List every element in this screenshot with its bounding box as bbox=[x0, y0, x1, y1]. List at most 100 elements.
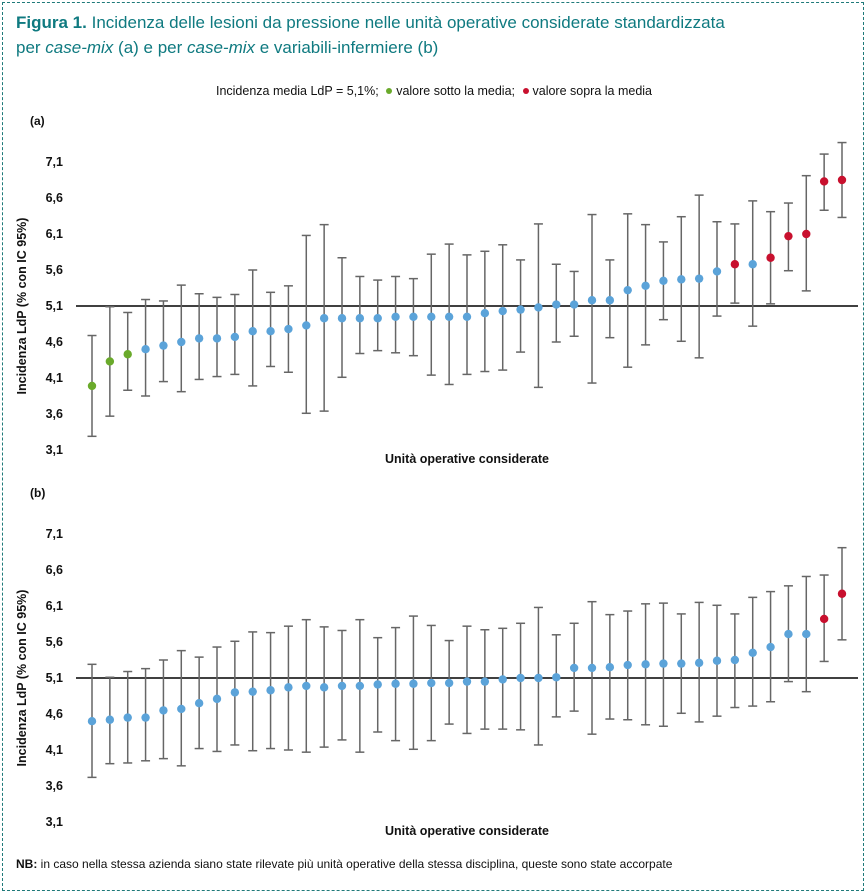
data-point bbox=[266, 686, 275, 695]
data-point bbox=[748, 648, 757, 657]
data-point bbox=[784, 231, 793, 241]
data-point bbox=[444, 312, 454, 321]
data-point bbox=[730, 655, 740, 665]
data-point bbox=[462, 677, 472, 686]
data-point bbox=[302, 321, 311, 330]
data-point bbox=[248, 687, 257, 696]
data-point bbox=[194, 699, 204, 708]
data-point bbox=[516, 673, 525, 683]
data-point bbox=[355, 681, 365, 691]
data-point bbox=[319, 314, 329, 323]
chart-panel-b: (b) Incidenza LdP (% con IC 95%) 3,1 3,6 4,1… bbox=[15, 486, 858, 838]
data-point bbox=[391, 679, 400, 688]
data-point bbox=[355, 314, 365, 323]
y-tick-label: 3,1 bbox=[46, 443, 63, 457]
y-tick-label: 6,6 bbox=[46, 563, 63, 577]
y-tick-label: 4,6 bbox=[46, 335, 63, 349]
data-point bbox=[248, 327, 257, 336]
data-point bbox=[587, 663, 597, 673]
data-point bbox=[230, 332, 240, 342]
data-point bbox=[552, 673, 561, 682]
data-point bbox=[498, 675, 507, 684]
footnote-label: NB: bbox=[16, 857, 38, 871]
legend-above-text: valore sopra la media bbox=[532, 84, 653, 98]
data-point bbox=[177, 337, 186, 347]
data-point bbox=[819, 614, 829, 624]
figure-title-line2c: (a) e per bbox=[113, 38, 188, 57]
legend-mean-text: Incidenza media LdP = 5,1%; bbox=[215, 84, 379, 98]
y-tick-label: 5,6 bbox=[46, 635, 63, 649]
data-point bbox=[766, 253, 775, 262]
data-point bbox=[748, 260, 757, 269]
data-point bbox=[694, 658, 704, 668]
data-point bbox=[677, 275, 686, 284]
data-point bbox=[659, 276, 668, 285]
y-tick-label: 3,6 bbox=[46, 779, 63, 793]
data-point bbox=[587, 296, 597, 305]
data-point bbox=[123, 350, 132, 359]
data-point bbox=[212, 694, 222, 704]
data-point bbox=[462, 312, 472, 321]
data-point bbox=[480, 309, 490, 318]
data-point bbox=[284, 324, 293, 334]
figure-title-line1: Incidenza delle lesioni da pressione nel… bbox=[91, 13, 725, 32]
data-point bbox=[105, 715, 115, 724]
data-point bbox=[373, 680, 382, 689]
y-tick-label: 3,6 bbox=[46, 407, 63, 421]
data-point bbox=[837, 589, 847, 598]
data-point bbox=[230, 688, 240, 697]
data-point bbox=[534, 673, 543, 683]
data-point bbox=[319, 683, 329, 692]
data-point bbox=[569, 300, 579, 309]
data-point bbox=[659, 659, 668, 668]
y-tick-label: 4,1 bbox=[46, 743, 63, 757]
data-point bbox=[141, 713, 150, 722]
y-tick-label: 7,1 bbox=[46, 155, 63, 169]
y-tick-label: 5,1 bbox=[46, 671, 63, 685]
footnote-text: in caso nella stessa azienda siano state… bbox=[37, 857, 673, 871]
y-tick-label: 6,6 bbox=[46, 191, 63, 205]
data-point bbox=[302, 681, 311, 691]
data-point bbox=[480, 677, 490, 686]
data-point bbox=[105, 357, 115, 366]
y-tick-label: 6,1 bbox=[46, 227, 63, 241]
data-point bbox=[677, 659, 686, 668]
data-point bbox=[498, 306, 507, 316]
y-tick-label: 5,6 bbox=[46, 263, 63, 277]
figure-title-line2e: e variabili-infermiere (b) bbox=[255, 38, 439, 57]
data-point bbox=[427, 678, 436, 688]
data-point bbox=[534, 303, 543, 312]
data-point bbox=[802, 629, 811, 639]
data-point bbox=[159, 706, 168, 715]
data-point bbox=[837, 175, 847, 185]
data-point bbox=[641, 660, 650, 669]
data-point bbox=[212, 334, 222, 343]
data-point bbox=[409, 312, 418, 321]
footnote: NB: in caso nella stessa azienda siano s… bbox=[16, 857, 672, 871]
y-tick-label: 5,1 bbox=[46, 299, 63, 313]
figure-title-casemix-2: case-mix bbox=[187, 38, 256, 57]
legend-above-dot bbox=[522, 87, 529, 94]
data-point bbox=[623, 660, 632, 670]
data-point bbox=[337, 681, 347, 691]
data-point bbox=[373, 314, 382, 323]
data-point bbox=[284, 683, 293, 692]
data-point bbox=[694, 274, 704, 283]
data-point bbox=[516, 305, 525, 314]
y-tick-label: 4,6 bbox=[46, 707, 63, 721]
y-axis-label: Incidenza LdP (% con IC 95%) bbox=[15, 218, 29, 395]
y-tick-label: 3,1 bbox=[46, 815, 63, 829]
y-tick-label: 6,1 bbox=[46, 599, 63, 613]
data-point bbox=[159, 341, 168, 350]
data-point bbox=[337, 314, 347, 323]
legend-below-dot bbox=[386, 87, 393, 94]
data-point bbox=[427, 312, 436, 321]
data-point bbox=[712, 656, 722, 665]
data-point bbox=[623, 285, 632, 295]
data-point bbox=[444, 678, 454, 688]
data-point bbox=[730, 260, 740, 269]
data-point bbox=[605, 296, 615, 305]
figure-title-casemix-1: case-mix bbox=[45, 38, 114, 57]
x-axis-label: Unità operative considerate bbox=[385, 452, 549, 466]
data-point bbox=[802, 229, 811, 239]
